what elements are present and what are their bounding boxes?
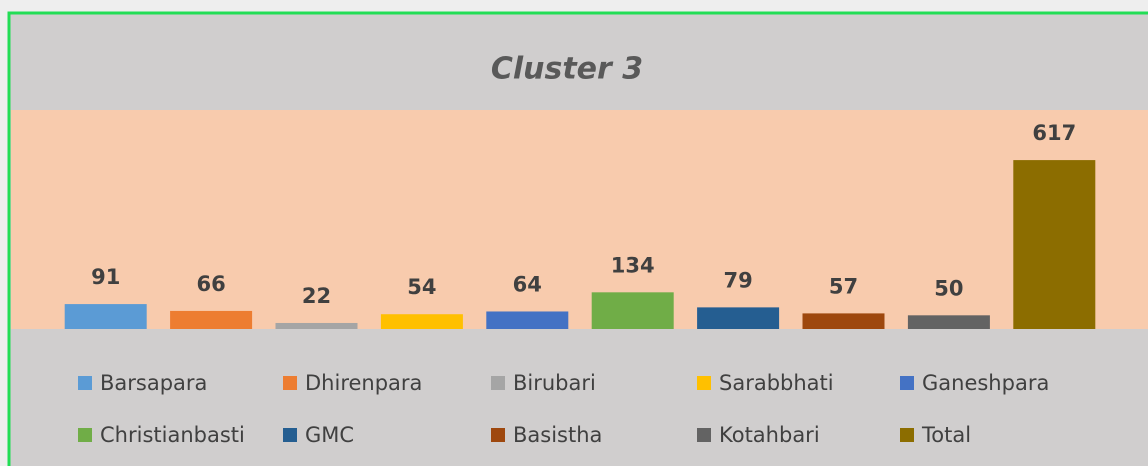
legend-swatch <box>78 428 92 442</box>
bar <box>802 313 885 329</box>
data-label: 66 <box>196 272 225 296</box>
data-label: 22 <box>302 284 331 308</box>
legend-swatch <box>283 428 297 442</box>
bar <box>697 307 780 329</box>
data-label: 50 <box>934 276 963 300</box>
legend-label: Ganeshpara <box>922 371 1049 395</box>
legend-swatch <box>697 376 711 390</box>
legend-label: Basistha <box>513 423 602 447</box>
legend-label: Birubari <box>513 371 596 395</box>
legend-swatch <box>491 428 505 442</box>
legend-swatch <box>78 376 92 390</box>
bar <box>486 311 569 329</box>
bar <box>1013 160 1096 329</box>
bar <box>591 292 674 329</box>
legend-label: Barsapara <box>100 371 207 395</box>
data-label: 134 <box>611 253 655 277</box>
data-label: 617 <box>1032 121 1076 145</box>
legend-label: Dhirenpara <box>305 371 422 395</box>
data-label: 91 <box>91 265 120 289</box>
legend-swatch <box>283 376 297 390</box>
legend-swatch <box>900 428 914 442</box>
data-label: 54 <box>407 275 436 299</box>
legend-label: Sarabbhati <box>719 371 834 395</box>
bar <box>64 304 147 329</box>
bar <box>907 315 990 329</box>
data-label: 79 <box>723 268 752 292</box>
bar <box>275 322 358 329</box>
legend-label: Kotahbari <box>719 423 820 447</box>
bar <box>380 314 463 329</box>
legend-label: Total <box>921 423 971 447</box>
legend-swatch <box>491 376 505 390</box>
legend-label: GMC <box>305 423 354 447</box>
legend-swatch <box>697 428 711 442</box>
legend-label: Christianbasti <box>100 423 245 447</box>
legend-swatch <box>900 376 914 390</box>
chart-title: Cluster 3 <box>491 52 643 87</box>
data-label: 64 <box>513 272 542 296</box>
plot-area <box>11 110 1148 329</box>
bar <box>170 310 253 329</box>
data-label: 57 <box>829 274 858 298</box>
